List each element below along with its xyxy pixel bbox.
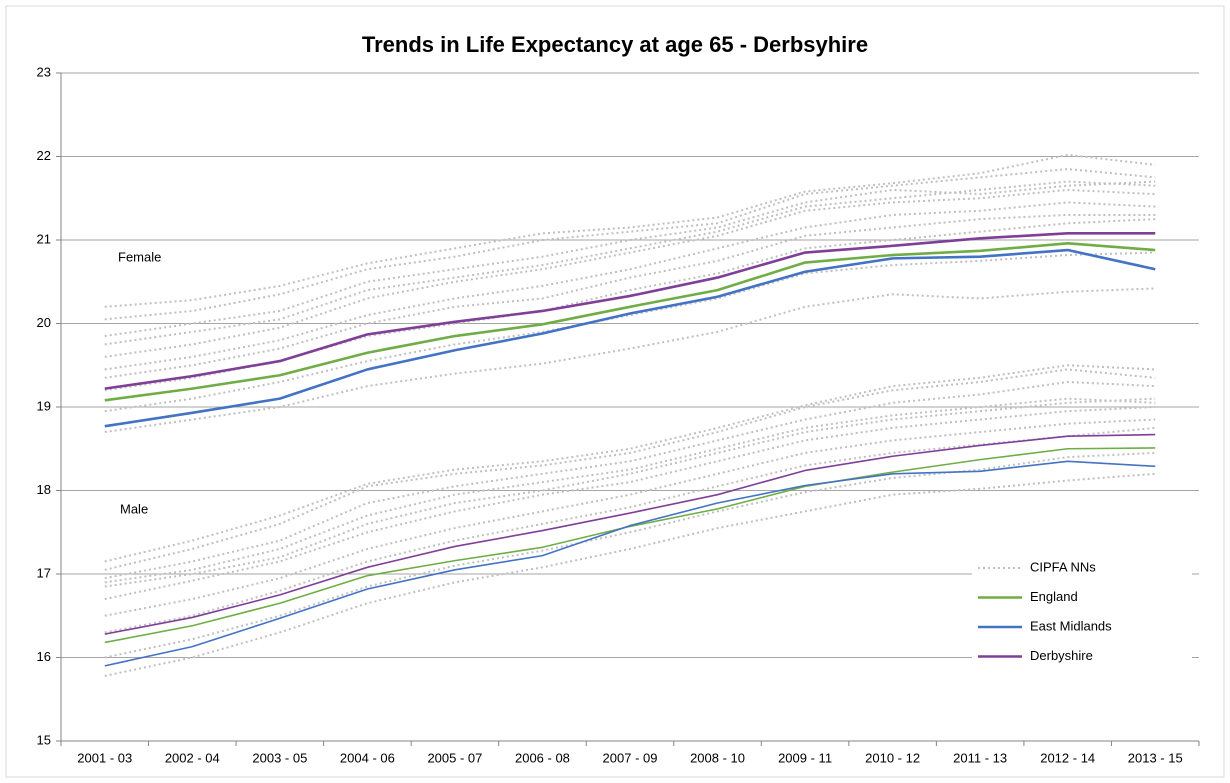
series-line [104,248,1156,428]
series-line [104,380,1156,580]
series-line [104,406,1156,601]
x-tick-label: 2007 - 09 [603,750,658,765]
series-line [104,460,1156,667]
x-tick-label: 2012 - 14 [1040,750,1095,765]
legend: CIPFA NNs England East Midlands Derbyshire [972,550,1192,672]
series-line [104,426,1156,634]
series-line [104,368,1156,571]
x-tick-label: 2002 - 04 [165,750,220,765]
x-tick-label: 2003 - 05 [252,750,307,765]
series-line [104,451,1156,659]
series-line [104,242,1156,402]
series-line [104,397,1156,588]
x-tick-label: 2009 - 11 [778,750,832,765]
series-line [104,201,1156,371]
legend-label: CIPFA NNs [1030,559,1096,574]
y-tick-label: 22 [37,148,51,163]
y-tick-label: 16 [37,649,51,664]
y-tick-label: 15 [37,732,51,747]
series-line [104,364,1156,563]
series-line [104,153,1156,308]
series-line [104,472,1156,677]
x-tick-label: 2008 - 10 [690,750,745,765]
y-tick-label: 19 [37,398,51,413]
legend-label: East Midlands [1030,618,1112,633]
x-tick-label: 2004 - 06 [340,750,395,765]
y-tick-label: 20 [37,315,51,330]
series-line [104,433,1156,635]
annotation: Male [120,501,148,516]
series-line [104,213,1156,379]
series-line [104,188,1156,358]
y-tick-label: 21 [37,231,51,246]
series-line [104,180,1156,346]
annotation: Female [118,249,161,264]
series-line [104,287,1156,434]
x-tick-label: 2006 - 08 [515,750,570,765]
series-line [104,418,1156,617]
legend-label: Derbyshire [1030,648,1093,663]
legend-label: England [1030,589,1078,604]
x-tick-label: 2001 - 03 [77,750,132,765]
chart-title: Trends in Life Expectancy at age 65 - De… [362,32,868,57]
series-line [104,232,1156,390]
x-tick-label: 2005 - 07 [427,750,482,765]
series-line [104,397,1156,584]
y-tick-label: 17 [37,565,51,580]
legend-box [972,550,1192,672]
y-tick-label: 23 [37,64,51,79]
series-line [104,180,1156,338]
series-line [104,218,1156,392]
x-tick-label: 2013 - 15 [1128,750,1183,765]
x-tick-label: 2011 - 13 [953,750,1007,765]
x-tick-label: 2010 - 12 [865,750,920,765]
y-tick-label: 18 [37,482,51,497]
